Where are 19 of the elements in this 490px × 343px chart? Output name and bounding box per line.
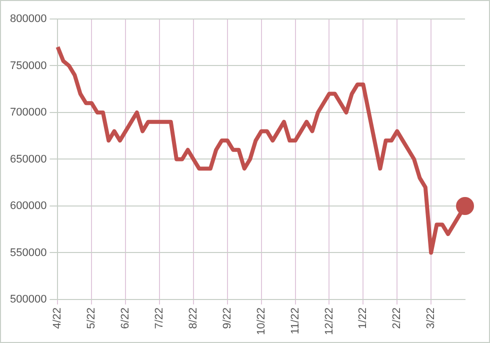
y-tick-label: 550000 [10,246,47,259]
x-tick-label: 7/22 [154,307,166,329]
x-tick-label: 9/22 [221,307,234,329]
y-tick-label: 750000 [10,60,47,72]
x-tick-label: 1/22 [357,307,370,329]
y-tick-label: 650000 [10,153,47,166]
x-tick-label: 8/22 [188,307,200,329]
y-tick-label: 600000 [10,200,47,212]
x-tick-label: 10/22 [255,307,268,336]
y-tick-label: 500000 [10,294,47,306]
y-tick-label: 800000 [10,13,47,26]
x-tick-label: 6/22 [120,307,132,329]
x-tick-label: 11/22 [289,307,302,334]
x-tick-label: 2/22 [391,307,404,329]
x-tick-label: 3/22 [425,307,438,329]
x-tick-label: 4/22 [52,307,64,329]
x-tick-label: 12/22 [323,307,336,336]
x-tick-label: 5/22 [86,307,98,329]
y-tick-label: 700000 [10,106,47,119]
